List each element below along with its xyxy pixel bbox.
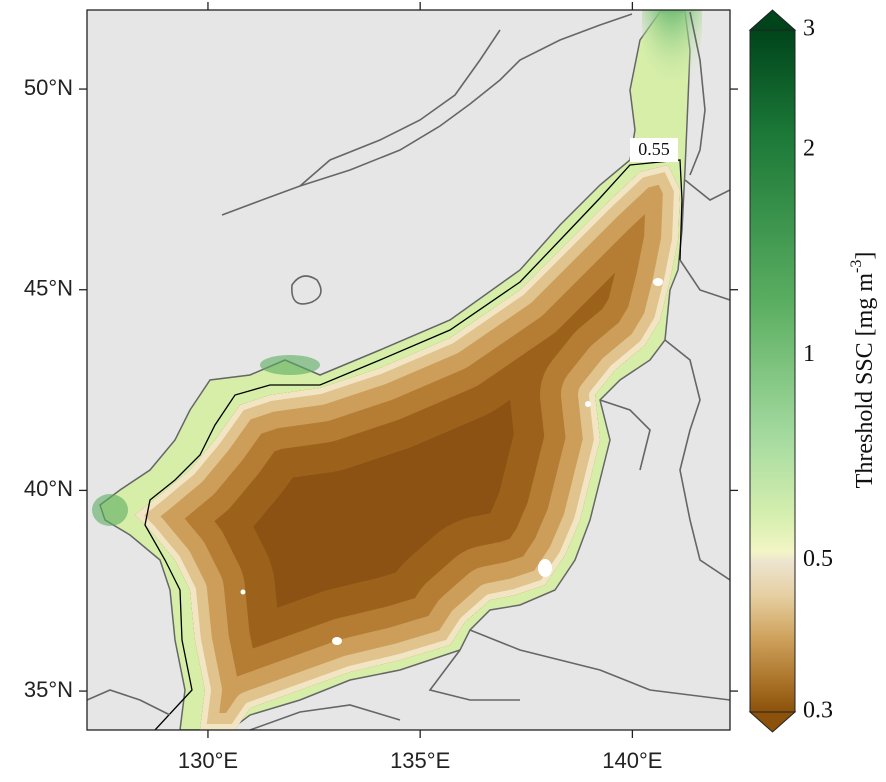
sea-low [135,165,680,730]
sea-high [260,355,320,375]
colorbar-tick-label: 3 [803,16,815,42]
x-tick-label: 140°E [602,748,662,773]
x-tick-label: 135°E [390,748,450,773]
islands [240,278,663,645]
contour-label: 0.55 [638,139,670,159]
rivers-coasts [87,11,730,730]
x-tick-label: 130°E [178,748,238,773]
sea-high [642,10,702,110]
colorbar-title: Threshold SSC [mg m-3] [848,252,877,489]
y-tick-label: 40°N [24,476,73,501]
colorbar-tick-label: 0.3 [803,698,833,724]
contour-line [144,159,683,730]
colorbar-extend-top [748,9,797,31]
y-tick-label: 35°N [24,677,73,702]
map-area: 0.55 [87,10,730,730]
colorbar-extend-bottom [748,711,797,733]
colorbar-label-close: ] [852,252,878,260]
contour-label-box [630,138,678,162]
sea-high [92,494,128,526]
colorbar-tick-label: 0.5 [803,546,833,572]
ticks: 130°E 135°E 140°E 35°N 40°N 45°N 50°N 0.3 0.5 1 2 3 [24,2,833,773]
y-tick-label: 45°N [24,276,73,301]
colorbar-label: Threshold SSC [mg m [852,273,878,489]
y-tick-label: 50°N [24,75,73,100]
colorbar-tick-label: 2 [803,136,815,162]
colorbar [749,29,796,713]
map-frame [86,9,731,731]
colorbar-label-exponent: -3 [848,260,865,273]
colorbar-tick-label: 1 [803,341,815,367]
